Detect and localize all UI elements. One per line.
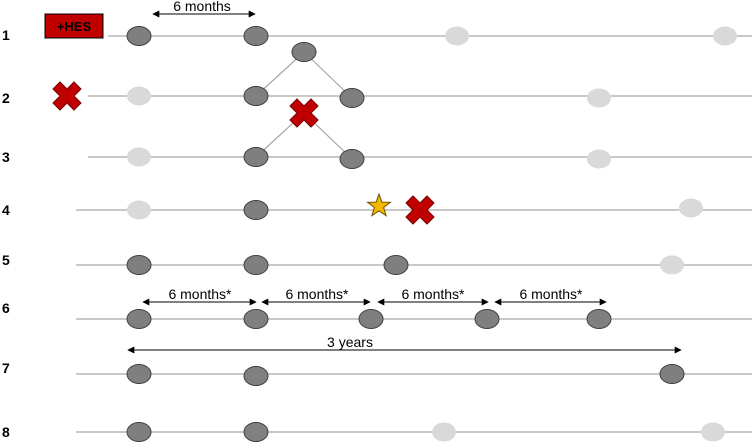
row-label-8: 8 (2, 424, 10, 440)
attended-visit (339, 149, 365, 169)
attended-visit (243, 255, 269, 275)
row-label-6: 6 (2, 300, 10, 316)
missed-visit (127, 147, 151, 167)
missed-visit (660, 255, 684, 275)
missed-visit (127, 86, 151, 106)
attended-visit (474, 309, 500, 329)
span-label: 6 months* (401, 286, 465, 302)
attended-visit (126, 422, 152, 442)
missed-visit (713, 26, 737, 46)
red-x-icon (289, 98, 319, 128)
attended-visit (243, 86, 269, 106)
span-label: 3 years (327, 334, 373, 350)
missed-visit (445, 26, 469, 46)
attended-visit (291, 42, 317, 62)
attended-visit (126, 255, 152, 275)
attended-visit (243, 366, 269, 386)
attended-visit (586, 309, 612, 329)
attended-visit (243, 200, 269, 220)
attended-visit (358, 309, 384, 329)
attended-visit (126, 364, 152, 384)
row-label-3: 3 (2, 149, 10, 165)
span-label: 6 months* (285, 286, 349, 302)
attended-visit (383, 255, 409, 275)
span-label: 6 months* (168, 286, 232, 302)
attended-visit (243, 147, 269, 167)
missed-visit (432, 422, 456, 442)
hes-badge-label: +HES (57, 19, 92, 34)
row-label-1: 1 (2, 27, 10, 43)
row-label-7: 7 (2, 360, 10, 376)
span-label: 6 months* (519, 286, 583, 302)
span-label: 6 months (173, 0, 231, 14)
red-x-icon (405, 195, 435, 225)
missed-visit (587, 149, 611, 169)
attended-visit (243, 26, 269, 46)
attended-visit (126, 309, 152, 329)
attended-visit (126, 26, 152, 46)
hes-badge (44, 13, 104, 39)
missed-visit (587, 88, 611, 108)
attended-visit (243, 422, 269, 442)
row-label-4: 4 (2, 202, 10, 218)
row-label-2: 2 (2, 90, 10, 106)
missed-visit (701, 422, 725, 442)
attended-visit (243, 309, 269, 329)
star-icon (366, 192, 392, 217)
missed-visit (679, 198, 703, 218)
attended-visit (339, 88, 365, 108)
missed-visit (127, 200, 151, 220)
attended-visit (659, 364, 685, 384)
row-label-5: 5 (2, 252, 10, 268)
red-x-icon (52, 81, 82, 111)
